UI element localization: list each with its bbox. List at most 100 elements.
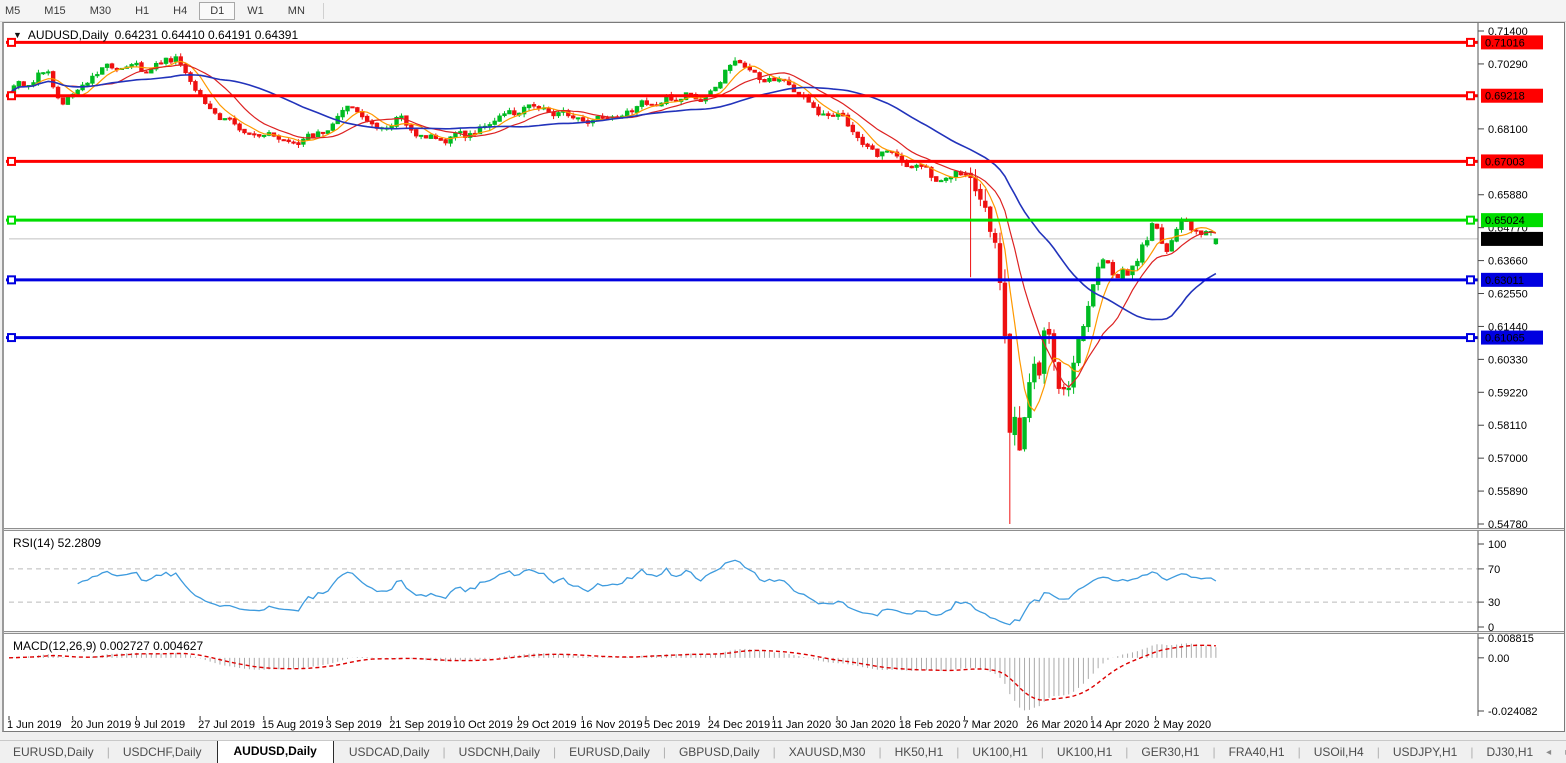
rsi-panel: RSI(14) 52.2809 100 70 30 0 xyxy=(4,531,1564,631)
rsi-axis-label: 30 xyxy=(1488,597,1500,609)
timeframe-button-mn[interactable]: MN xyxy=(287,4,305,17)
candle-body xyxy=(943,177,949,181)
line-drag-handle[interactable] xyxy=(7,37,16,47)
price-level-badge-text: 0.65024 xyxy=(1485,215,1525,227)
candle-body xyxy=(1081,325,1086,342)
line-drag-handle[interactable] xyxy=(1466,215,1475,225)
candle-body xyxy=(914,164,919,168)
tab-separator: | xyxy=(553,745,557,759)
tab-scroll-left-icon[interactable]: ◂ xyxy=(1546,747,1552,758)
date-axis[interactable]: 1 Jun 2019 20 Jun 2019 9 Jul 2019 27 Jul 20… xyxy=(4,716,1564,731)
line-drag-handle[interactable] xyxy=(7,333,16,343)
candle-body xyxy=(1110,262,1116,276)
price-level-badge-text: 0.61065 xyxy=(1485,333,1525,345)
rsi-chart[interactable]: 100 70 30 0 xyxy=(4,531,1565,631)
timeframe-button-m30[interactable]: M30 xyxy=(89,4,112,17)
tab-ger30-h1[interactable]: GER30,H1 xyxy=(1141,745,1200,759)
candle-body xyxy=(330,123,335,131)
candle-body xyxy=(1066,387,1071,391)
candle-body xyxy=(978,188,983,200)
date-label: 18 Feb 2020 xyxy=(899,719,961,731)
candle-body xyxy=(713,86,718,92)
moving-average-34 xyxy=(8,73,1217,321)
tab-separator: | xyxy=(1212,745,1216,759)
tab-eurusd-daily[interactable]: EURUSD,Daily xyxy=(13,745,94,759)
date-label: 15 Aug 2019 xyxy=(262,719,324,731)
candle-body xyxy=(1164,243,1170,252)
candle-body xyxy=(163,57,169,64)
candle-body xyxy=(992,233,998,243)
date-label: 5 Dec 2019 xyxy=(644,719,700,731)
candle-body xyxy=(458,131,463,134)
candle-body xyxy=(772,77,777,82)
line-drag-handle[interactable] xyxy=(7,91,16,101)
price-tick-label: 0.62550 xyxy=(1488,289,1528,301)
candle-body xyxy=(1120,268,1125,279)
tab-usoil-h4[interactable]: USOil,H4 xyxy=(1313,745,1364,759)
candle-body xyxy=(983,200,988,208)
timeframe-button-m15[interactable]: M15 xyxy=(44,4,66,17)
line-drag-handle[interactable] xyxy=(1466,333,1475,343)
tab-usdjpy-h1[interactable]: USDJPY,H1 xyxy=(1392,745,1458,759)
candle-body xyxy=(55,86,61,99)
line-drag-handle[interactable] xyxy=(1466,37,1475,47)
price-tick-label: 0.70290 xyxy=(1488,59,1528,71)
timeframe-button-h4[interactable]: H4 xyxy=(173,4,188,17)
current-price-badge-text: 0.64391 xyxy=(1485,234,1525,246)
candle-body xyxy=(919,164,924,167)
line-drag-handle[interactable] xyxy=(1466,156,1475,166)
candle-body xyxy=(168,58,174,63)
candle-body xyxy=(232,118,237,125)
timeframe-button-d1[interactable]: D1 xyxy=(199,1,236,20)
timeframe-button-m5[interactable]: M5 xyxy=(5,4,21,17)
tab-dj30-h1[interactable]: DJ30,H1 xyxy=(1486,745,1534,759)
candle-body xyxy=(1213,238,1219,245)
timeframe-button-w1[interactable]: W1 xyxy=(247,4,264,17)
candle-body xyxy=(1086,305,1091,328)
candle-body xyxy=(953,170,959,178)
candle-body xyxy=(938,180,944,183)
candles xyxy=(6,53,1219,524)
tab-uk100-h1[interactable]: UK100,H1 xyxy=(1056,745,1113,759)
tab-xauusd-m30[interactable]: XAUUSD,M30 xyxy=(788,745,866,759)
tab-uk100-h1[interactable]: UK100,H1 xyxy=(972,745,1028,759)
candle-body xyxy=(575,117,581,120)
panel-separator[interactable] xyxy=(4,631,1564,634)
candle-body xyxy=(580,117,586,122)
candle-body xyxy=(1174,228,1179,242)
tab-hk50-h1[interactable]: HK50,H1 xyxy=(894,745,944,759)
tab-eurusd-daily[interactable]: EURUSD,Daily xyxy=(569,745,650,759)
price-chart[interactable]: 0.714000.702900.681000.658800.647700.636… xyxy=(4,23,1565,528)
candle-body xyxy=(1046,328,1052,335)
line-drag-handle[interactable] xyxy=(7,215,16,225)
candle-body xyxy=(21,81,26,87)
panel-separator[interactable] xyxy=(4,528,1564,531)
candle-body xyxy=(865,143,870,147)
tab-usdcad-daily[interactable]: USDCAD,Daily xyxy=(348,745,430,759)
line-drag-handle[interactable] xyxy=(7,156,16,166)
line-drag-handle[interactable] xyxy=(1466,275,1475,285)
line-drag-handle[interactable] xyxy=(1466,91,1475,101)
tab-fra40-h1[interactable]: FRA40,H1 xyxy=(1228,745,1285,759)
candle-body xyxy=(364,115,370,122)
candle-body xyxy=(963,173,968,176)
candle-body xyxy=(1071,362,1076,388)
chart-dropdown-icon[interactable]: ▼ xyxy=(13,30,22,40)
tab-usdcnh-daily[interactable]: USDCNH,Daily xyxy=(458,745,541,759)
macd-chart[interactable]: 0.008815 0.00 -0.024082 xyxy=(4,634,1565,716)
tab-usdchf-daily[interactable]: USDCHF,Daily xyxy=(122,745,202,759)
candle-body xyxy=(723,69,728,84)
tab-gbpusd-daily[interactable]: GBPUSD,Daily xyxy=(678,745,760,759)
candle-body xyxy=(60,97,66,105)
candle-body xyxy=(531,104,537,107)
candle-body xyxy=(732,60,738,66)
price-tick-label: 0.54780 xyxy=(1488,519,1528,528)
timeframe-button-h1[interactable]: H1 xyxy=(135,4,150,17)
candle-body xyxy=(212,108,218,114)
candle-body xyxy=(207,103,213,110)
current-price-badge xyxy=(1481,231,1543,246)
candle-body xyxy=(551,111,556,117)
tab-audusd-daily[interactable]: AUDUSD,Daily xyxy=(216,741,334,763)
tab-separator: | xyxy=(956,745,960,759)
line-drag-handle[interactable] xyxy=(7,275,16,285)
